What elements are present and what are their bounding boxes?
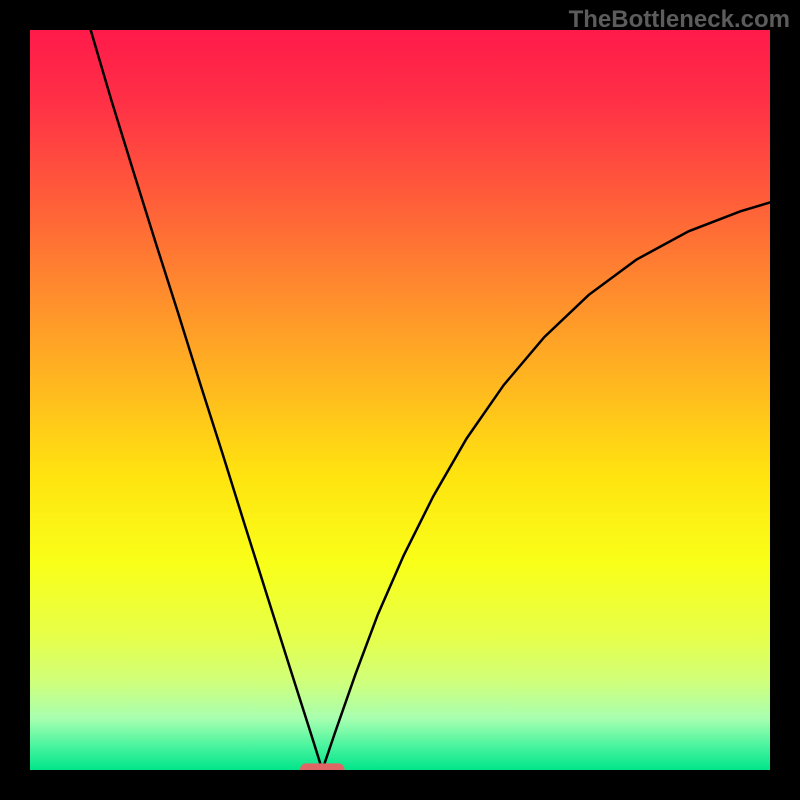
gradient-background bbox=[30, 30, 770, 770]
watermark-text: TheBottleneck.com bbox=[569, 6, 790, 34]
chart-container: { "watermark": { "text": "TheBottleneck.… bbox=[0, 0, 800, 800]
bottleneck-chart bbox=[0, 0, 800, 800]
